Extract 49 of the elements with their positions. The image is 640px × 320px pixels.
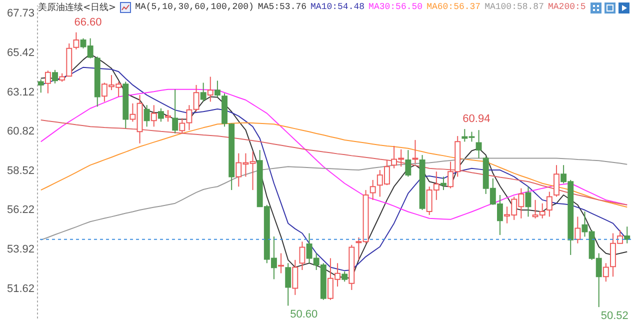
annotation: 66.60 bbox=[74, 16, 102, 28]
candlestick bbox=[405, 150, 412, 178]
candlestick bbox=[440, 176, 446, 191]
candlestick bbox=[158, 108, 164, 122]
candlestick bbox=[342, 271, 348, 282]
text: MA200:5 bbox=[548, 2, 586, 12]
y-tick-label: 63.12 bbox=[6, 86, 34, 98]
candlestick bbox=[38, 78, 44, 94]
y-tick-label: 58.52 bbox=[6, 164, 34, 177]
candlestick bbox=[214, 80, 220, 98]
annotation: 50.52 bbox=[600, 310, 628, 320]
candlestick bbox=[285, 262, 292, 306]
candlestick bbox=[207, 76, 214, 102]
y-tick-label: 56.22 bbox=[6, 204, 34, 216]
candlestick bbox=[278, 252, 284, 274]
candlestick bbox=[370, 179, 376, 200]
annotation: 50.60 bbox=[290, 308, 318, 320]
legend-title: MA(5,10,30,60,100,200) bbox=[135, 2, 254, 12]
text: MA5:53.76 bbox=[258, 2, 307, 12]
text: MA60:56.37 bbox=[426, 2, 481, 12]
text: MA30:56.50 bbox=[368, 2, 423, 12]
candlestick bbox=[546, 191, 552, 218]
candlestick bbox=[624, 226, 630, 244]
line-series bbox=[40, 158, 628, 240]
candlestick bbox=[476, 130, 482, 159]
y-tick-label: 65.42 bbox=[6, 46, 34, 59]
y-tick-label: 67.73 bbox=[6, 8, 34, 20]
candlestick bbox=[52, 69, 58, 84]
candlestick bbox=[292, 259, 298, 296]
candlestick bbox=[200, 82, 206, 102]
candlestick bbox=[525, 186, 532, 218]
candlestick bbox=[144, 104, 150, 128]
text: MA10:54.48 bbox=[310, 2, 365, 12]
candlestick bbox=[150, 104, 157, 128]
candlestick bbox=[602, 262, 609, 282]
candlestick bbox=[172, 88, 178, 134]
y-tick-label: 51.62 bbox=[6, 282, 34, 295]
candlestick bbox=[299, 241, 306, 270]
candlestick bbox=[574, 216, 581, 244]
candlestick bbox=[165, 110, 171, 122]
candlestick bbox=[73, 32, 80, 50]
candlestick bbox=[44, 70, 51, 94]
y-tick-label: 60.82 bbox=[6, 126, 34, 138]
candlestick bbox=[412, 139, 418, 164]
candlestick bbox=[554, 164, 560, 198]
annotation: 60.94 bbox=[462, 113, 490, 126]
text: MA100:58.87 bbox=[484, 2, 544, 12]
y-tick-label: 53.92 bbox=[6, 243, 34, 256]
chart-title: 美原油连续<日线> bbox=[38, 2, 116, 14]
